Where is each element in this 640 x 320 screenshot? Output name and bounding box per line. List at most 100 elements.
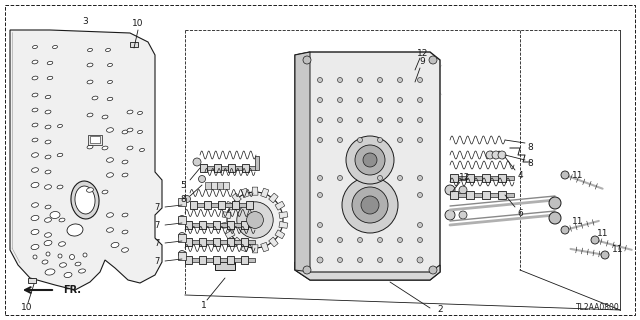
Bar xyxy=(199,221,206,229)
Bar xyxy=(204,201,211,209)
Bar xyxy=(450,174,458,182)
Circle shape xyxy=(337,258,342,262)
Ellipse shape xyxy=(122,213,128,217)
Circle shape xyxy=(179,251,186,258)
Bar xyxy=(185,256,192,264)
Ellipse shape xyxy=(102,190,108,194)
Bar xyxy=(220,223,227,227)
Circle shape xyxy=(549,212,561,224)
Text: 5: 5 xyxy=(180,180,186,189)
Text: 6: 6 xyxy=(517,209,523,218)
Ellipse shape xyxy=(31,153,38,157)
Ellipse shape xyxy=(106,228,113,232)
Circle shape xyxy=(549,197,561,209)
Circle shape xyxy=(346,136,394,184)
Bar xyxy=(248,223,255,227)
Bar xyxy=(246,201,253,209)
Bar xyxy=(223,181,229,188)
Polygon shape xyxy=(232,237,241,247)
Circle shape xyxy=(317,77,323,83)
Bar xyxy=(249,166,256,170)
Bar xyxy=(88,135,102,145)
Circle shape xyxy=(378,175,383,180)
Circle shape xyxy=(179,215,186,222)
Bar xyxy=(90,136,100,143)
Ellipse shape xyxy=(57,185,63,189)
Text: 12: 12 xyxy=(417,49,429,58)
Ellipse shape xyxy=(106,158,113,162)
Circle shape xyxy=(317,193,323,197)
Circle shape xyxy=(83,253,87,257)
Ellipse shape xyxy=(58,124,63,128)
Text: 8: 8 xyxy=(180,196,186,204)
Ellipse shape xyxy=(127,146,133,150)
Circle shape xyxy=(227,192,283,248)
Ellipse shape xyxy=(92,96,98,100)
Circle shape xyxy=(445,185,455,195)
Circle shape xyxy=(70,254,74,260)
Circle shape xyxy=(355,145,385,175)
Bar xyxy=(185,221,192,229)
Circle shape xyxy=(358,237,362,243)
Bar xyxy=(450,191,458,199)
Circle shape xyxy=(378,98,383,102)
Bar xyxy=(190,201,197,209)
Polygon shape xyxy=(279,212,288,219)
Ellipse shape xyxy=(88,48,92,52)
Bar xyxy=(211,203,218,207)
Bar xyxy=(192,258,199,262)
Circle shape xyxy=(397,98,403,102)
Circle shape xyxy=(361,196,379,214)
Polygon shape xyxy=(260,188,269,198)
Ellipse shape xyxy=(108,97,113,101)
Circle shape xyxy=(397,77,403,83)
Circle shape xyxy=(358,98,362,102)
Bar xyxy=(199,238,206,246)
Bar xyxy=(234,258,241,262)
Polygon shape xyxy=(252,245,258,253)
Ellipse shape xyxy=(33,45,38,49)
Bar xyxy=(239,203,246,207)
Bar xyxy=(225,203,232,207)
Ellipse shape xyxy=(79,269,86,273)
Circle shape xyxy=(358,258,362,262)
Ellipse shape xyxy=(122,173,128,177)
Circle shape xyxy=(417,175,422,180)
Circle shape xyxy=(337,77,342,83)
Bar xyxy=(218,201,225,209)
Ellipse shape xyxy=(127,110,133,114)
Polygon shape xyxy=(232,193,241,203)
Circle shape xyxy=(317,175,323,180)
Circle shape xyxy=(397,237,403,243)
Bar xyxy=(215,262,235,270)
Circle shape xyxy=(459,186,467,194)
Bar xyxy=(28,278,36,283)
Text: 7: 7 xyxy=(154,257,160,266)
Polygon shape xyxy=(222,212,231,219)
Polygon shape xyxy=(225,201,235,210)
Circle shape xyxy=(317,257,323,263)
Circle shape xyxy=(317,237,323,243)
Text: TL2AA0800: TL2AA0800 xyxy=(576,303,620,313)
Bar xyxy=(178,216,186,224)
Circle shape xyxy=(445,210,455,220)
Bar xyxy=(482,191,490,199)
Bar xyxy=(490,193,498,197)
Ellipse shape xyxy=(57,153,63,157)
Bar xyxy=(192,223,199,227)
Bar xyxy=(248,240,255,244)
Circle shape xyxy=(358,117,362,123)
Ellipse shape xyxy=(31,215,39,220)
Circle shape xyxy=(417,257,423,263)
Ellipse shape xyxy=(106,128,113,132)
Polygon shape xyxy=(241,242,250,252)
Circle shape xyxy=(601,251,609,259)
Bar xyxy=(458,176,466,180)
Polygon shape xyxy=(225,230,235,239)
Bar xyxy=(228,164,235,172)
Circle shape xyxy=(358,138,362,142)
Text: 7: 7 xyxy=(154,203,160,212)
Circle shape xyxy=(486,151,494,159)
Circle shape xyxy=(492,151,500,159)
Ellipse shape xyxy=(122,160,128,164)
